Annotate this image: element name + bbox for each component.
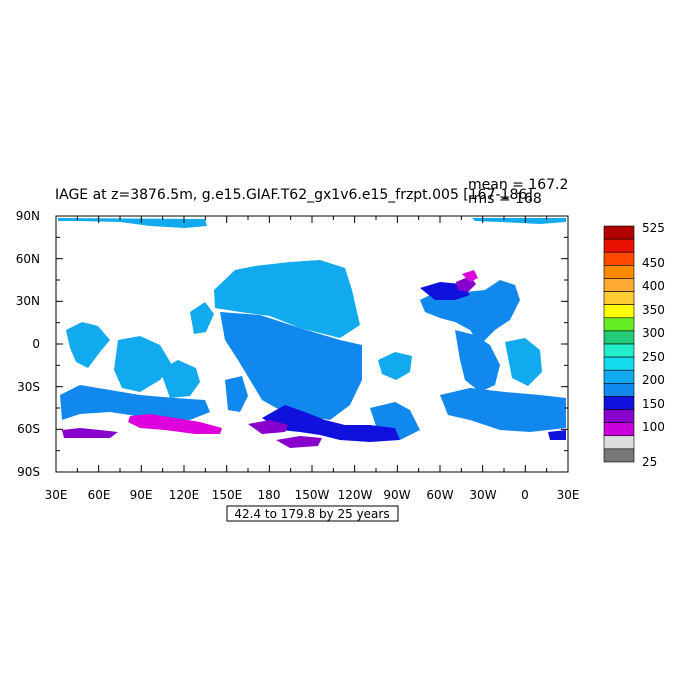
lat-tick-label: 90S	[17, 465, 40, 479]
region-arctic-left	[58, 218, 207, 228]
lon-tick-label: 0	[521, 488, 529, 502]
colorbar-labels: 525 450 400 350 300 250 200 150 100 25	[642, 221, 665, 469]
contour-info-box	[226, 505, 399, 522]
map-title: IAGE at z=3876.5m, g.e15.GIAF.T62_gx1v6.…	[55, 187, 533, 203]
region-antarctic-ross	[248, 420, 288, 434]
lon-tick-label: 150E	[212, 488, 243, 502]
lon-tick-label: 120E	[169, 488, 200, 502]
colorbar-label: 300	[642, 326, 665, 340]
region-antarctic-indian-magenta	[128, 414, 222, 434]
lon-tick-label: 30E	[45, 488, 68, 502]
lon-tick-label: 30E	[557, 488, 580, 502]
colorbar-label: 100	[642, 420, 665, 434]
region-tasman	[225, 376, 248, 412]
lon-tick-label: 120W	[338, 488, 373, 502]
colorbar-swatch	[603, 435, 635, 450]
region-arctic-right	[472, 218, 566, 224]
region-central-pacific	[220, 312, 362, 420]
colorbar-swatch	[603, 265, 635, 279]
region-indian-ocean-east	[160, 360, 200, 398]
colorbar-swatch	[603, 409, 635, 423]
region-north-pacific	[214, 260, 360, 338]
colorbar-label: 150	[642, 397, 665, 411]
colorbar-swatch	[603, 369, 635, 384]
lon-tick-label: 60E	[88, 488, 111, 502]
region-south-atlantic	[440, 388, 566, 432]
lat-tick-label: 90N	[16, 209, 40, 223]
region-mid-atlantic	[455, 330, 500, 392]
colorbar-swatch	[603, 383, 635, 397]
lon-tick-label: 150W	[295, 488, 330, 502]
colorbar-label: 350	[642, 303, 665, 317]
lat-tick-label: 60S	[17, 422, 40, 436]
colorbar-swatch	[603, 225, 635, 240]
region-antarctic-atlantic	[548, 430, 566, 440]
colorbar-swatch	[603, 448, 635, 463]
lat-axis: 90N 60N 30N 0 30S 60S 90S	[16, 209, 40, 479]
region-antarctic-amundsen	[276, 436, 322, 448]
lon-tick-label: 180	[258, 488, 281, 502]
region-greenland-magenta	[462, 270, 478, 282]
region-south-atlantic-east	[505, 338, 542, 386]
lon-tick-label: 30W	[469, 488, 496, 502]
colorbar-label: 450	[642, 256, 665, 270]
lon-tick-label: 90W	[383, 488, 410, 502]
lat-tick-label: 60N	[16, 252, 40, 266]
region-indian-south	[60, 385, 210, 420]
region-antarctic-pacific	[262, 405, 400, 442]
lat-tick-label: 0	[32, 337, 40, 351]
region-west-pacific-north	[190, 302, 214, 334]
lon-tick-label: 90E	[130, 488, 153, 502]
colorbar-swatch	[603, 396, 635, 410]
colorbar-swatch	[603, 317, 635, 332]
colorbar-label: 200	[642, 373, 665, 387]
contour-info: 42.4 to 179.8 by 25 years	[234, 507, 389, 521]
colorbar-swatch	[603, 238, 635, 253]
colorbar-swatch	[603, 330, 635, 345]
rms-label: rms = 168	[468, 191, 542, 207]
region-indian-ocean-west	[66, 322, 110, 368]
region-indian-ocean-central	[114, 336, 172, 392]
colorbar-swatch	[603, 291, 635, 305]
region-indian-antarctic-purple	[62, 428, 118, 438]
mean-label: mean = 167.2	[468, 177, 568, 193]
colorbar-swatch	[603, 304, 635, 319]
lat-tick-label: 30S	[17, 380, 40, 394]
colorbar-swatch	[603, 251, 635, 266]
colorbar-label: 25	[642, 455, 657, 469]
colorbar-swatch	[603, 422, 635, 437]
colorbar-swatch	[603, 356, 635, 371]
colorbar-swatch	[603, 343, 635, 358]
lon-tick-label: 60W	[426, 488, 453, 502]
shaded-regions	[58, 218, 566, 448]
colorbar-swatch	[603, 278, 635, 292]
region-caribbean	[378, 352, 412, 380]
colorbar-label: 400	[642, 279, 665, 293]
lon-axis: 30E 60E 90E 120E 150E 180 150W 120W 90W …	[45, 488, 580, 502]
colorbar-label: 250	[642, 350, 665, 364]
axis-ticks	[55, 215, 569, 473]
colorbar-label: 525	[642, 221, 665, 235]
lat-tick-label: 30N	[16, 294, 40, 308]
colorbar	[603, 225, 635, 463]
